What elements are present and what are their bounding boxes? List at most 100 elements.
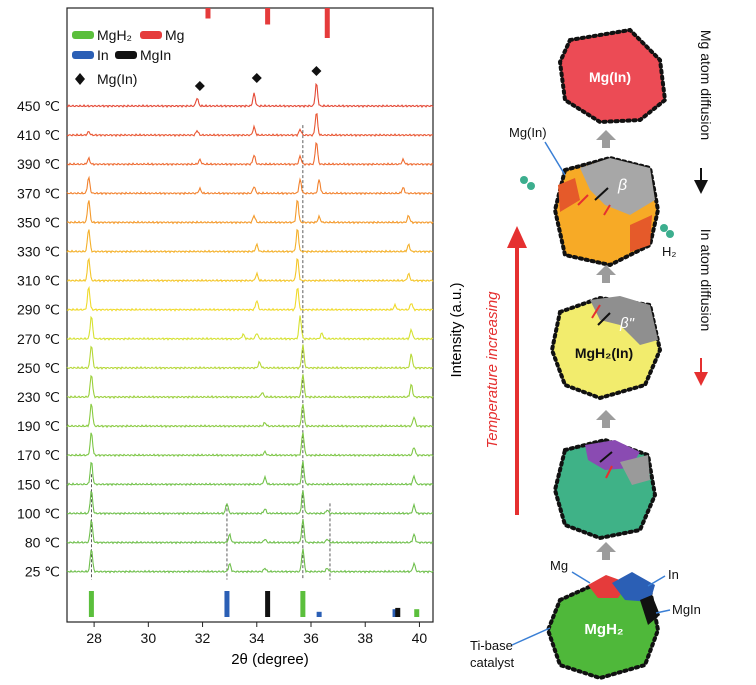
reference-bar-in <box>224 591 230 617</box>
gray-arrow-icon-4 <box>596 130 616 148</box>
trace-line <box>66 432 434 458</box>
mgin-marker <box>251 73 262 83</box>
arrow-up-icon <box>507 226 527 248</box>
particle-label-mg-in: Mg(In) <box>589 69 631 85</box>
trace-line <box>66 141 434 167</box>
mg-callout-line <box>571 571 591 584</box>
h2-dot <box>660 224 668 232</box>
temperature-label: 370 ℃ <box>17 185 60 201</box>
trace-line <box>66 82 434 108</box>
x-axis-label: 2θ (degree) <box>231 651 309 668</box>
in-callout-line <box>647 575 666 587</box>
temperature-label: 410 ℃ <box>17 127 60 143</box>
particle-label-mgh2: MgH₂ <box>584 621 623 638</box>
temperature-label: 450 ℃ <box>17 98 60 114</box>
x-tick-label: 40 <box>412 630 428 646</box>
mgin-callout-line <box>655 609 671 614</box>
trace-line <box>66 403 434 429</box>
h2-label: H₂ <box>662 244 676 259</box>
particle-label-mgh2-in: MgH₂(In) <box>575 345 633 361</box>
legend-swatch-in <box>72 51 94 59</box>
mgin-markers <box>194 66 322 91</box>
particle-beta: β <box>552 155 661 268</box>
trace-line <box>66 461 434 487</box>
reference-bars <box>88 591 420 617</box>
trace-line <box>66 374 434 399</box>
temperature-label: 350 ℃ <box>17 214 60 230</box>
trace-line <box>66 344 433 370</box>
reference-bar-in <box>316 611 322 617</box>
temperature-arrow <box>507 226 527 515</box>
temperature-label: Temperature increasing <box>484 291 501 449</box>
trace-line <box>66 548 434 574</box>
xrd-traces <box>66 82 434 574</box>
trace-line <box>66 228 434 254</box>
temperature-label: 190 ℃ <box>17 418 60 434</box>
temperature-label: 230 ℃ <box>17 389 60 405</box>
arrow-down-red-icon <box>694 372 708 386</box>
trace-line <box>66 285 433 312</box>
x-tick-label: 28 <box>86 630 102 646</box>
trace-line <box>66 175 434 196</box>
particle-mgh2-in: β" MgH₂(In) <box>549 295 663 401</box>
particle-mgh2: MgH₂ <box>545 572 661 681</box>
gray-arrow-icon-1 <box>596 542 616 560</box>
trace-line <box>67 257 434 283</box>
y-axis-label: Intensity (a.u.) <box>448 282 465 377</box>
mg-in-callout: Mg(In) <box>509 125 547 140</box>
temperature-label: 170 ℃ <box>17 447 60 463</box>
reference-bar-in <box>392 609 398 617</box>
x-tick-label: 34 <box>249 630 265 646</box>
h2-dot <box>666 230 674 238</box>
reference-bar-mg <box>324 8 330 38</box>
reference-bar-mg <box>205 8 211 19</box>
reference-bar-mgh2 <box>414 609 420 617</box>
catalyst-label-line2: catalyst <box>470 655 514 670</box>
x-axis-ticks: 28 30 32 34 36 38 40 <box>86 622 427 646</box>
gray-arrow-icon-2 <box>596 410 616 428</box>
temperature-label: 25 ℃ <box>25 564 60 580</box>
trace-line <box>66 113 433 138</box>
atom-dot <box>520 176 528 184</box>
temperature-label: 330 ℃ <box>17 244 60 260</box>
legend-label-mgh2: MgH₂ <box>97 27 132 43</box>
beta-double-prime-label: β" <box>619 315 635 332</box>
mgin-marker <box>311 66 322 76</box>
legend-label-mg-in: Mg(In) <box>97 71 137 87</box>
temperature-label: 290 ℃ <box>17 302 60 318</box>
legend-swatch-mgh2 <box>72 31 94 39</box>
temperature-label: 250 ℃ <box>17 360 60 376</box>
temperature-label: 390 ℃ <box>17 156 60 172</box>
legend: MgH₂ Mg In MgIn Mg(In) <box>72 27 184 87</box>
legend-label-in: In <box>97 47 109 63</box>
mg-in-callout-line <box>544 141 566 176</box>
mgin-marker <box>194 81 205 91</box>
temperature-label: 270 ℃ <box>17 331 60 347</box>
plot-frame <box>66 7 434 623</box>
x-tick-label: 36 <box>303 630 319 646</box>
particle-intermediate <box>552 437 658 541</box>
x-tick-label: 38 <box>357 630 373 646</box>
in-label: In <box>668 567 679 582</box>
trace-line <box>66 490 434 516</box>
trace-line <box>66 519 434 545</box>
trace-line <box>66 199 434 225</box>
mgin-label: MgIn <box>672 602 701 617</box>
reference-bar-mg <box>265 8 271 25</box>
legend-label-mgin: MgIn <box>140 47 171 63</box>
beta-label: β <box>617 177 627 194</box>
reference-bar-mgh2 <box>300 591 306 617</box>
reference-bar-mgin <box>395 607 401 617</box>
x-tick-label: 32 <box>195 630 211 646</box>
mg-diffusion-label: Mg atom diffusion <box>698 30 714 140</box>
temperature-label: 150 ℃ <box>17 476 60 492</box>
legend-swatch-mgin <box>115 51 137 59</box>
mg-label: Mg <box>550 558 568 573</box>
temperature-labels: 25 ℃ 80 ℃ 100 ℃ 150 ℃ 170 ℃ 190 ℃ 230 ℃ 250 ℃ 27… <box>17 98 60 580</box>
legend-label-mg: Mg <box>165 27 184 43</box>
arrow-down-black-icon <box>694 180 708 194</box>
legend-diamond-icon <box>75 73 85 85</box>
reference-bar-mgin <box>265 591 271 617</box>
